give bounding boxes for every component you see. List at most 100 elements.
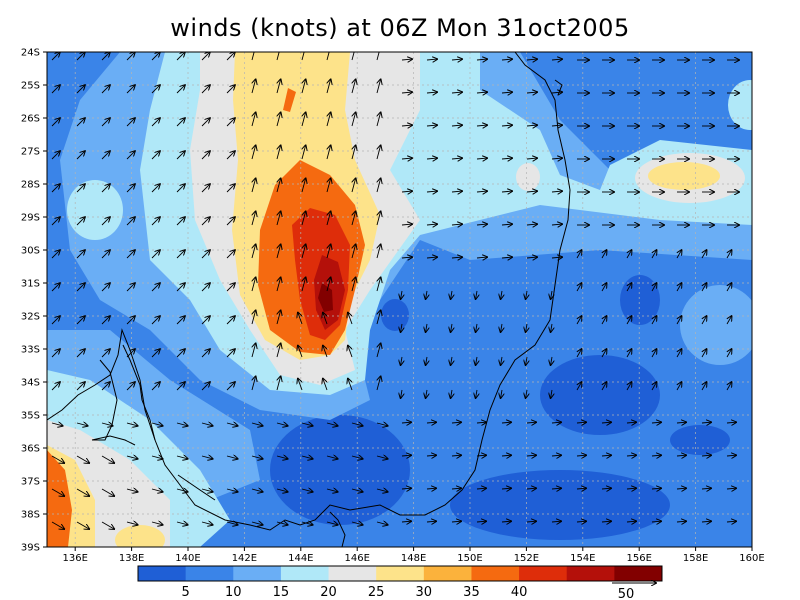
wind-arrow xyxy=(451,356,452,365)
wind-arrow xyxy=(201,184,210,193)
lat-label: 35S xyxy=(21,411,40,422)
wind-arrow xyxy=(76,382,85,391)
wind-arrow xyxy=(201,85,210,94)
wind-arrow xyxy=(476,455,486,456)
latitude-labels: 24S 25S 26S 27S 28S 29S 30S 31S 32S 33S 34S 35S 36S 3… xyxy=(21,48,47,554)
wind-arrow xyxy=(377,146,381,160)
wind-arrow xyxy=(501,455,511,456)
wind-arrow xyxy=(151,522,163,525)
wind-arrow xyxy=(426,224,437,225)
colorbar-swatch xyxy=(233,566,282,581)
wind-arrow xyxy=(326,456,338,459)
wind-arrow xyxy=(276,456,288,459)
wind-arrow xyxy=(401,191,412,192)
wind-arrow xyxy=(551,389,552,398)
wind-arrow xyxy=(176,489,188,492)
wind-arrow xyxy=(76,217,85,226)
wind-arrow xyxy=(76,455,89,463)
wind-arrow xyxy=(526,59,537,60)
wind-arrow xyxy=(476,158,487,159)
wind-arrow xyxy=(226,85,235,94)
wind-arrow xyxy=(577,382,582,391)
wind-arrow xyxy=(226,349,235,358)
wind-arrow xyxy=(451,158,462,159)
wind-arrow xyxy=(176,151,185,160)
reference-vector: 50 xyxy=(612,583,656,600)
wind-arrow xyxy=(51,349,60,358)
wind-arrow xyxy=(401,59,412,60)
wind-arrow xyxy=(352,212,356,226)
wind-arrow xyxy=(526,257,537,258)
wind-arrow xyxy=(426,158,437,159)
wind-arrow xyxy=(352,80,356,94)
wind-arrow xyxy=(501,389,502,398)
wind-arrow xyxy=(348,379,352,391)
wind-arrow xyxy=(101,85,110,94)
wind-arrow xyxy=(201,349,210,358)
wind-arrow xyxy=(501,92,512,93)
reference-vector-label: 50 xyxy=(618,587,635,600)
wind-arrow xyxy=(151,85,160,94)
wind-arrow xyxy=(126,423,138,426)
wind-arrow xyxy=(126,184,135,193)
wind-arrow xyxy=(101,349,110,358)
wind-arrow xyxy=(677,349,682,358)
wind-arrow xyxy=(526,290,527,299)
wind-arrow xyxy=(101,250,110,259)
wind-arrow xyxy=(101,488,114,496)
wind-arrow xyxy=(348,313,352,325)
wind-arrow xyxy=(602,382,607,391)
lon-label: 150E xyxy=(457,553,482,564)
wind-arrow xyxy=(526,323,527,332)
wind-arrow xyxy=(176,316,185,325)
wind-arrow xyxy=(451,422,461,423)
wind-arrow xyxy=(451,455,461,456)
wind-arrow xyxy=(476,290,477,299)
wind-arrow xyxy=(501,224,512,225)
wind-arrow xyxy=(51,184,60,193)
lat-label: 24S xyxy=(21,48,40,59)
wind-arrow xyxy=(627,250,632,259)
wind-arrow xyxy=(151,489,163,492)
wind-arrow xyxy=(348,346,352,358)
wind-arrow xyxy=(626,521,636,522)
wind-arrow xyxy=(526,389,527,398)
wind-arrow xyxy=(327,80,331,94)
wind-arrow xyxy=(327,212,331,226)
wind-arrow xyxy=(377,278,381,292)
wind-arrow xyxy=(277,278,281,292)
wind-arrow xyxy=(151,283,160,292)
wind-arrow xyxy=(352,245,356,259)
colorbar-label: 25 xyxy=(368,585,385,600)
wind-arrow xyxy=(526,422,536,423)
wind-arrow xyxy=(526,191,537,192)
wind-arrow xyxy=(401,158,412,159)
wind-arrow xyxy=(426,257,437,258)
wind-arrow xyxy=(352,113,356,127)
wind-arrow xyxy=(426,422,436,423)
wind-arrow xyxy=(476,92,487,93)
wind-arrow xyxy=(377,80,381,94)
wind-arrow xyxy=(252,311,256,325)
wind-arrow xyxy=(277,113,281,127)
wind-arrow xyxy=(601,488,611,489)
wind-arrow xyxy=(702,382,707,391)
wind-arrow xyxy=(76,118,85,127)
wind-arrow xyxy=(727,382,732,391)
wind-arrow xyxy=(76,521,89,529)
wind-arrow xyxy=(151,118,160,127)
wind-arrow xyxy=(126,217,135,226)
wind-arrow xyxy=(677,250,682,259)
plot-frame xyxy=(46,51,753,548)
wind-arrow xyxy=(577,283,582,292)
wind-arrow xyxy=(226,456,238,459)
wind-arrow xyxy=(176,52,185,61)
colorbar-label: 15 xyxy=(273,585,290,600)
wind-arrow xyxy=(677,382,682,391)
wind-arrow xyxy=(101,455,114,463)
wind-arrow xyxy=(277,311,281,325)
wind-arrow xyxy=(526,92,537,93)
wind-arrow xyxy=(376,522,388,525)
wind-arrow xyxy=(51,217,60,226)
wind-arrow xyxy=(426,455,436,456)
